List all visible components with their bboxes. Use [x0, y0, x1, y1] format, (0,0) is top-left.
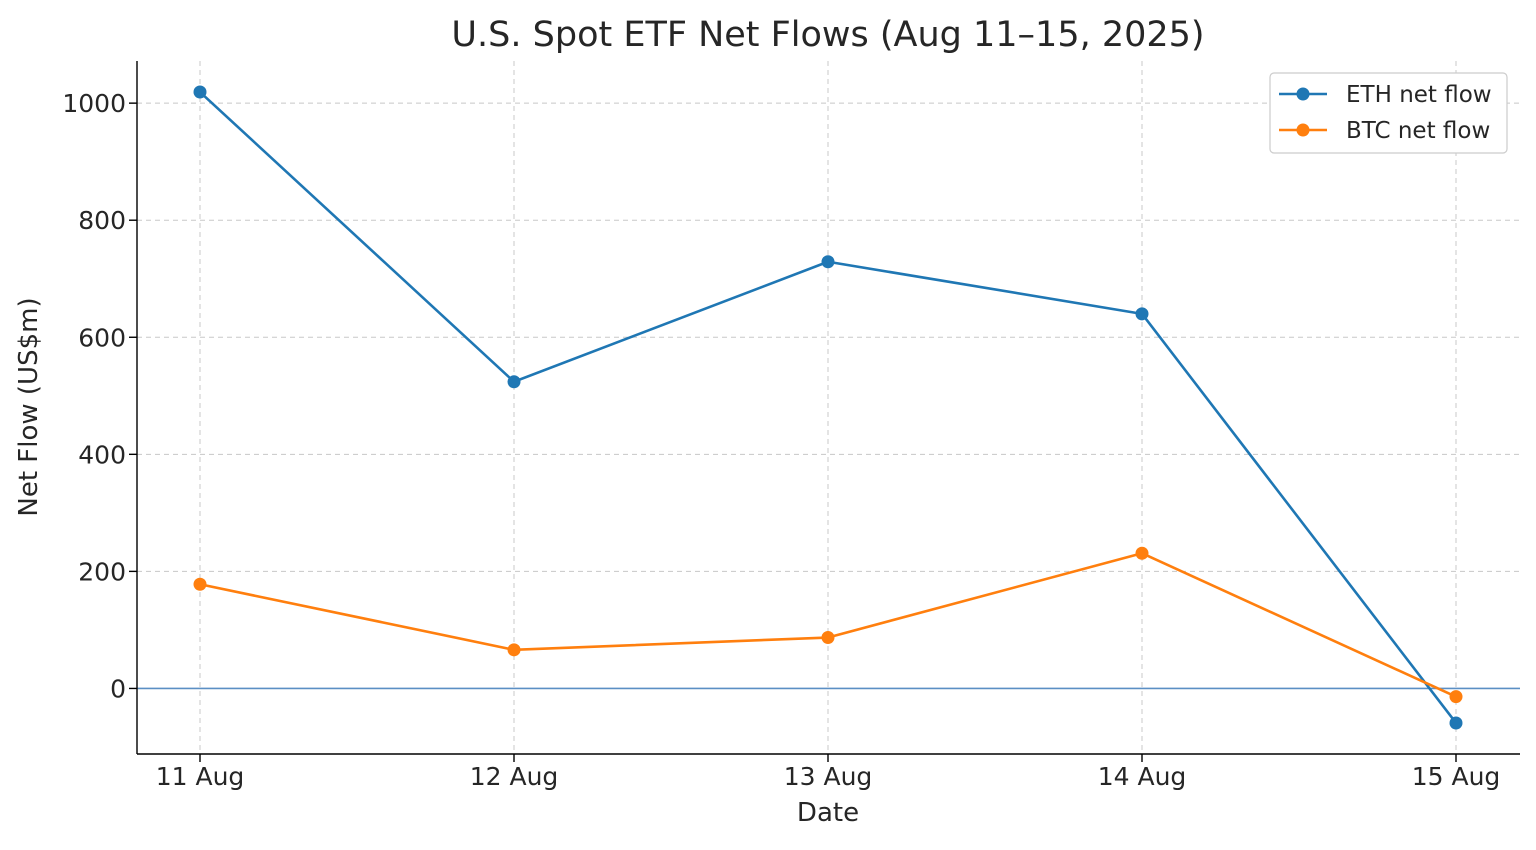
btc-data-point — [1135, 546, 1149, 560]
x-tick-label: 12 Aug — [470, 762, 559, 791]
y-tick-label: 400 — [78, 440, 126, 469]
eth-data-point — [193, 85, 207, 99]
legend-box — [1269, 72, 1508, 154]
series-group — [193, 85, 1463, 730]
chart-title: U.S. Spot ETF Net Flows (Aug 11–15, 2025… — [451, 15, 1204, 55]
eth-legend-marker — [1296, 87, 1310, 101]
y-axis-ticks: 0 200 400 600 800 1000 — [62, 89, 137, 703]
eth-data-point — [1449, 716, 1463, 730]
eth-data-point — [507, 375, 521, 389]
btc-legend-label: BTC net flow — [1346, 118, 1490, 144]
y-tick-label: 1000 — [62, 89, 126, 118]
y-tick-label: 800 — [78, 206, 126, 235]
y-tick-label: 600 — [78, 323, 126, 352]
btc-data-point — [507, 643, 521, 657]
eth-data-point — [821, 255, 835, 269]
btc-data-point — [821, 631, 835, 645]
grid-lines — [137, 61, 1520, 754]
btc-data-point — [193, 577, 207, 591]
x-axis-ticks: 11 Aug 12 Aug 13 Aug 14 Aug 15 Aug — [156, 754, 1501, 791]
btc-data-point — [1449, 690, 1463, 704]
legend: ETH net flow BTC net flow — [1269, 72, 1508, 154]
x-tick-label: 15 Aug — [1412, 762, 1501, 791]
y-axis-label: Net Flow (US$m) — [14, 297, 44, 516]
y-tick-label: 200 — [78, 557, 126, 586]
x-tick-label: 14 Aug — [1098, 762, 1187, 791]
btc-legend-marker — [1296, 123, 1310, 137]
eth-legend-label: ETH net flow — [1346, 82, 1492, 108]
x-tick-label: 11 Aug — [156, 762, 245, 791]
y-tick-label: 0 — [110, 674, 126, 703]
x-tick-label: 13 Aug — [784, 762, 873, 791]
eth-data-point — [1135, 307, 1149, 321]
x-axis-label: Date — [797, 798, 859, 828]
